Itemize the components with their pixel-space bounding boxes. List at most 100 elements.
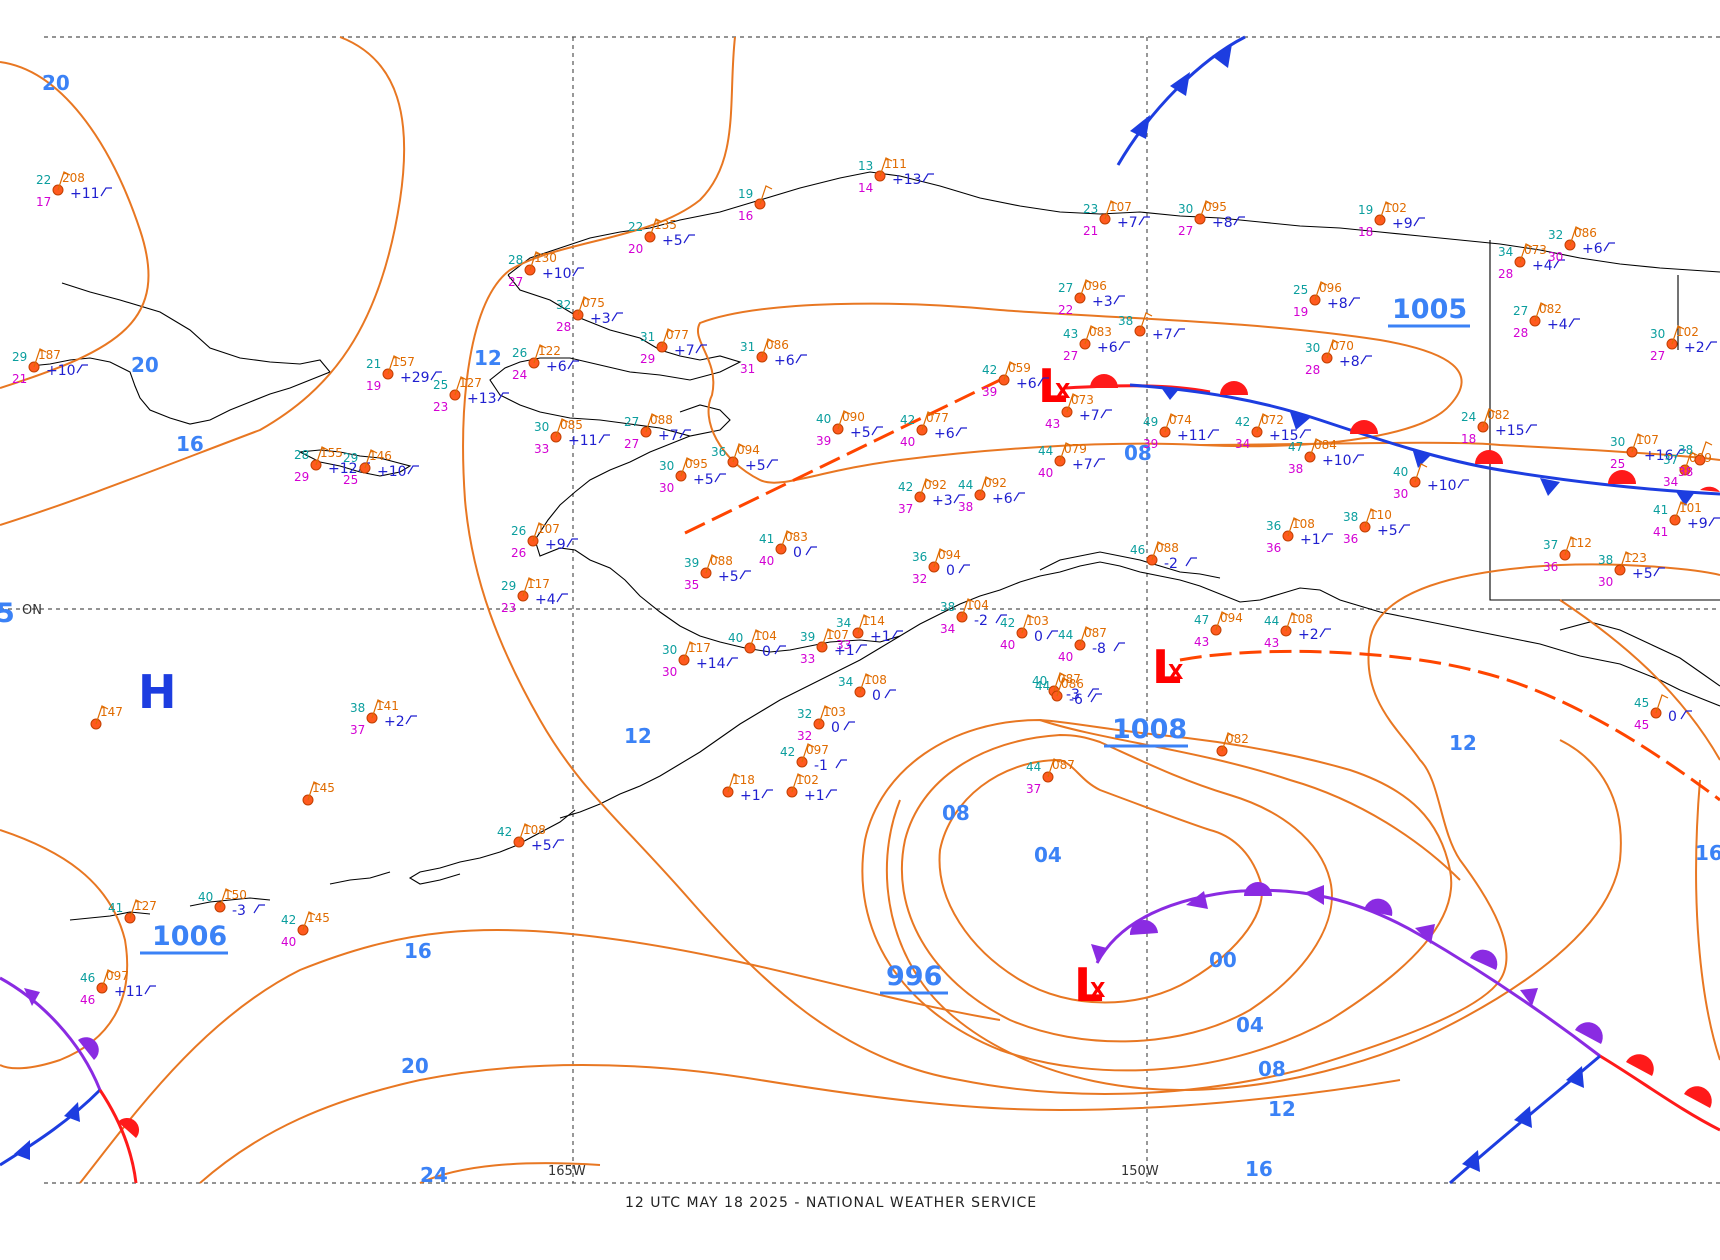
station-pressure: 108 [1292, 517, 1315, 531]
station-temperature: 38 [1678, 443, 1693, 457]
station-pressure: 082 [1539, 302, 1562, 316]
pressure-tendency-icon [805, 546, 817, 556]
pressure-tendency-icon [795, 354, 807, 364]
station-temperature: 40 [728, 631, 743, 645]
pressure-tendency-icon [1118, 341, 1130, 351]
station-dewpoint: 40 [281, 935, 296, 949]
station-pressure-change: +2 [384, 714, 405, 730]
station-pressure: 095 [685, 457, 708, 471]
wind-barb [933, 548, 947, 568]
station-pressure: 118 [732, 773, 755, 787]
station-plot: 44 087 40 -8 [1058, 626, 1125, 664]
pressure-tendency-icon [871, 426, 883, 436]
occluded-front [0, 976, 102, 1091]
wind-barb [919, 478, 933, 498]
station-pressure-change: +6 [992, 491, 1013, 507]
wind-barb [33, 348, 47, 368]
isobar-labels: 20 20 16 12 12 12 08 04 00 04 08 12 16 1… [42, 71, 1720, 1187]
isobar-label: 00 [1209, 948, 1237, 972]
station-pressure-change: +2 [1298, 627, 1319, 643]
wind-barb [522, 577, 536, 597]
station-temperature: 40 [198, 890, 213, 904]
station-temperature: 21 [366, 357, 381, 371]
isobar-label: 04 [1236, 1013, 1264, 1037]
station-dewpoint: 30 [659, 481, 674, 495]
pressure-tendency-icon [1360, 355, 1372, 365]
station-pressure-change: +13 [467, 391, 497, 407]
station-temperature: 38 [940, 600, 955, 614]
station-pressure-change: +9 [545, 537, 566, 553]
station-pressure: 145 [307, 911, 330, 925]
isobar-label: 20 [401, 1054, 429, 1078]
station-dewpoint: 32 [797, 729, 812, 743]
station-dewpoint: 40 [1058, 650, 1073, 664]
pressure-tendency-icon [1653, 567, 1665, 577]
station-plot: 39 088 35 +5 [684, 554, 751, 592]
wind-barb [921, 411, 935, 431]
pressure-tendency-icon [683, 234, 695, 244]
pressure-tendency-icon [1398, 524, 1410, 534]
station-temperature: 30 [1650, 327, 1665, 341]
station-temperature: 36 [711, 445, 726, 459]
station-pressure: 135 [654, 218, 677, 232]
wind-barb [1326, 339, 1340, 359]
station-pressure-change: 0 [872, 688, 881, 704]
station-pressure: 074 [1169, 413, 1192, 427]
wind-barb [821, 628, 835, 648]
pressure-tendency-icon [1013, 492, 1025, 502]
wind-barb [1256, 413, 1270, 433]
station-temperature: 46 [80, 971, 95, 985]
station-pressure-change: +7 [674, 343, 695, 359]
wind-barb [1215, 611, 1229, 631]
lon-label-150w: 150W [1121, 1164, 1159, 1179]
station-plot: 42 092 37 +3 [898, 478, 965, 516]
pressure-tendency-icon [497, 392, 509, 402]
pressure-tendency-icon [1352, 454, 1364, 464]
station-plot: 45 45 0 [1634, 694, 1692, 732]
station-dewpoint: 28 [1513, 326, 1528, 340]
station-temperature: 34 [838, 675, 853, 689]
station-plot: 27 082 28 +4 [1513, 302, 1580, 340]
station-temperature: 44 [958, 478, 973, 492]
station-pressure-change: -2 [974, 613, 988, 629]
station-temperature: 34 [836, 616, 851, 630]
station-dewpoint: 40 [900, 435, 915, 449]
station-pressure: 104 [754, 629, 777, 643]
station-temperature: 23 [1083, 202, 1098, 216]
station-temperature: 27 [1058, 281, 1073, 295]
station-pressure-change: +7 [1072, 457, 1093, 473]
central-pressure-label: 1006 [152, 921, 227, 952]
station-plot: 47 094 43 [1194, 611, 1243, 649]
wind-barb [705, 554, 719, 574]
station-pressure: 155 [320, 446, 343, 460]
low-center: L X [1152, 640, 1184, 694]
wind-barb [1684, 451, 1698, 471]
station-temperature: 38 [1343, 510, 1358, 524]
station-temperature: 30 [1178, 202, 1193, 216]
station-dewpoint: 41 [1653, 525, 1668, 539]
station-temperature: 32 [797, 707, 812, 721]
station-pressure-change: +15 [1495, 423, 1525, 439]
pressure-tendency-icon [855, 644, 867, 654]
isobar-label: 08 [1124, 441, 1152, 465]
station-pressure: 077 [666, 328, 689, 342]
station-dewpoint: 28 [556, 320, 571, 334]
station-dewpoint: 20 [628, 242, 643, 256]
station-pressure: 096 [1084, 279, 1107, 293]
station-dewpoint: 32 [912, 572, 927, 586]
station-plot: 30 085 33 +11 [534, 418, 610, 456]
station-pressure: 079 [1064, 442, 1087, 456]
isobar-label: 08 [942, 801, 970, 825]
wind-barb [1674, 501, 1688, 521]
station-temperature: 26 [511, 524, 526, 538]
pressure-tendency-icon [1603, 242, 1615, 252]
pressure-tendency-icon [253, 904, 265, 914]
station-pressure: 141 [376, 699, 399, 713]
pressure-tendency-icon [958, 564, 970, 574]
station-plot: 44 108 43 +2 [1264, 612, 1331, 650]
station-plot: 32 103 32 0 [797, 705, 855, 743]
station-pressure: 108 [864, 673, 887, 687]
pressure-tendency-icon [1299, 429, 1311, 439]
